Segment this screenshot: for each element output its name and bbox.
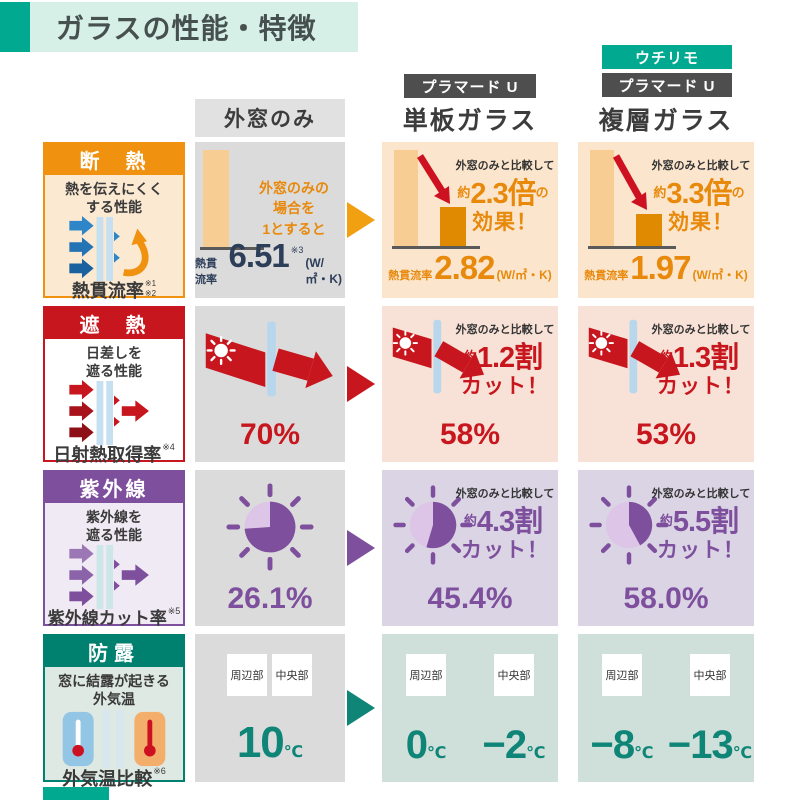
uv-arrows-icon [68,544,160,610]
sun-arrow-icon [588,319,681,394]
page-title: ガラスの性能・特徴 [56,13,317,44]
uv-cut-value: 58.0% [623,582,709,615]
down-arrow-icon [612,154,647,210]
column-header-single-glass: 単板ガラス [402,107,538,135]
brand-badge-uchirimo: ウチリモ [602,45,732,69]
heat-gain-value: 53% [635,418,697,451]
effect-word: 効果！ [668,211,734,234]
baseline-bar [203,150,229,247]
cell-insulation-baseline: 外窓のみの 場合を 1とすると 熱貫流率 6.51 ※3 (W/㎡・K) [195,142,345,298]
row-label-heat-shade: 遮 熱 日差しを 遮る性能 日射熱取得率 ※4 [43,306,185,466]
footnote-marks: ※1 ※2 [144,279,157,298]
row-description: 日差しを 遮る性能 [86,345,142,380]
compare-caption: 外窓のみと比較して [455,160,555,172]
insulation-arrows-icon [68,216,160,282]
chip-periphery: 周辺部 [602,654,642,696]
brand-badge-plamado-u: プラマード U [404,74,536,98]
row-label-uv: 紫外線 紫外線を 遮る性能 紫外線カット率 ※5 [43,470,185,629]
cell-uv-single: 外窓のみと比較して 約 4.3割 カット！ 45.4% [382,470,558,626]
chip-periphery: 周辺部 [406,654,446,696]
flow-arrow-icon [347,690,375,726]
cell-heat-shade-double: 外窓のみと比較して 約 1.3割 カット！ 53% [578,306,754,462]
chip-periphery: 周辺部 [227,654,267,696]
compare-caption: 外窓のみと比較して [651,488,751,500]
down-arrow-icon [417,154,450,204]
cut-word: カット！ [657,375,745,398]
row-header-heat-shade: 遮 熱 [45,308,183,339]
brand-badge-plamado-u: プラマード U [602,73,732,97]
cut-ratio: 約 5.5割 [659,506,739,538]
effect-ratio: 約 2.3倍 の [457,178,549,210]
heat-shade-arrows-icon [68,380,160,446]
row-label-insulation: 断 熱 熱を伝えにくく する性能 熱貫流率 ※1 ※2 [43,142,185,302]
row-metric-label: 熱貫流率 ※1 ※2 [71,279,157,302]
next-section-peek [43,787,109,800]
row-header-dew: 防露 [45,636,183,667]
cell-uv-double: 外窓のみと比較して 約 5.5割 カット！ 58.0% [578,470,754,626]
comparison-bar-chart [392,150,492,250]
row-header-insulation: 断 熱 [45,144,183,175]
cell-heat-shade-single: 外窓のみと比較して 約 1.2割 カット！ 58% [382,306,558,462]
column-header-baseline: 外窓のみ [195,99,345,137]
cell-heat-shade-baseline: 70% [195,306,345,462]
cut-ratio: 約 1.2割 [463,342,543,374]
effect-word: 効果！ [472,211,538,234]
chip-center: 中央部 [690,654,730,696]
flow-arrow-icon [347,202,375,238]
metric-readout: 熱貫流率 2.82 (W/㎡・K) [388,249,552,286]
heat-gain-value: 70% [239,418,301,451]
cell-dew-single: 周辺部 中央部 0 ℃ −2 ℃ [382,634,558,782]
row-metric-label: 日射熱取得率 ※4 [53,442,175,466]
row-description: 紫外線を 遮る性能 [86,509,142,544]
compare-caption: 外窓のみと比較して [455,488,555,500]
flow-arrow-icon [347,530,375,566]
title-accent-square [0,2,30,52]
chip-center: 中央部 [272,654,312,696]
cut-ratio: 約 4.3割 [463,506,543,538]
uv-cut-value: 26.1% [227,582,313,615]
cut-word: カット！ [461,539,549,562]
sun-pie-icon [393,485,473,565]
temperature-value-center: −2 ℃ [482,723,546,767]
metric-readout: 熱貫流率 1.97 (W/㎡・K) [584,249,748,286]
temperature-value-center: −13 ℃ [667,723,753,767]
temperature-value-periphery: −8 ℃ [590,723,654,767]
heat-gain-value: 58% [439,418,501,451]
compare-caption: 外窓のみと比較して [651,160,751,172]
compare-caption: 外窓のみと比較して [651,324,751,336]
row-label-dew: 防露 窓に結露が起きる 外気温 外気温比較 ※6 [43,634,185,788]
cell-insulation-single: 外窓のみと比較して 約 2.3倍 の 効果！ 熱貫流率 2.82 (W/㎡・K) [382,142,558,298]
cell-uv-baseline: 26.1% [195,470,345,626]
sun-pie-icon [226,483,314,571]
cell-insulation-double: 外窓のみと比較して 約 3.3倍 の 効果！ 熱貫流率 1.97 (W/㎡・K) [578,142,754,298]
temperature-value: 10 ℃ [236,718,304,767]
chip-center: 中央部 [494,654,534,696]
cut-word: カット！ [461,375,549,398]
row-metric-label: 紫外線カット率 ※5 [47,606,181,629]
cell-dew-double: 周辺部 中央部 −8 ℃ −13 ℃ [578,634,754,782]
title-banner: ガラスの性能・特徴 [30,2,358,52]
comparison-bar-chart [588,150,688,250]
sun-arrow-icon [205,321,333,397]
metric-readout: 熱貫流率 6.51 ※3 (W/㎡・K) [195,237,342,286]
flow-arrow-icon [347,366,375,402]
baseline-note: 外窓のみの 場合を 1とすると [259,180,329,237]
thermometer-compare-icon [60,708,168,770]
temperature-value-periphery: 0 ℃ [405,723,447,767]
effect-ratio: 約 3.3倍 の [653,178,745,210]
sun-pie-icon [589,485,669,565]
baseline-axis [200,247,264,250]
cell-dew-baseline: 周辺部 中央部 10 ℃ [195,634,345,782]
compare-caption: 外窓のみと比較して [455,324,555,336]
column-header-double-glass: 複層ガラス [598,107,734,135]
row-description: 熱を伝えにくく する性能 [65,181,163,216]
cut-word: カット！ [657,539,745,562]
sun-arrow-icon [392,319,485,394]
row-description: 窓に結露が起きる 外気温 [58,673,170,708]
cut-ratio: 約 1.3割 [659,342,739,374]
row-metric-label: 外気温比較 ※6 [62,766,166,790]
uv-cut-value: 45.4% [427,582,513,615]
row-header-uv: 紫外線 [45,472,183,503]
